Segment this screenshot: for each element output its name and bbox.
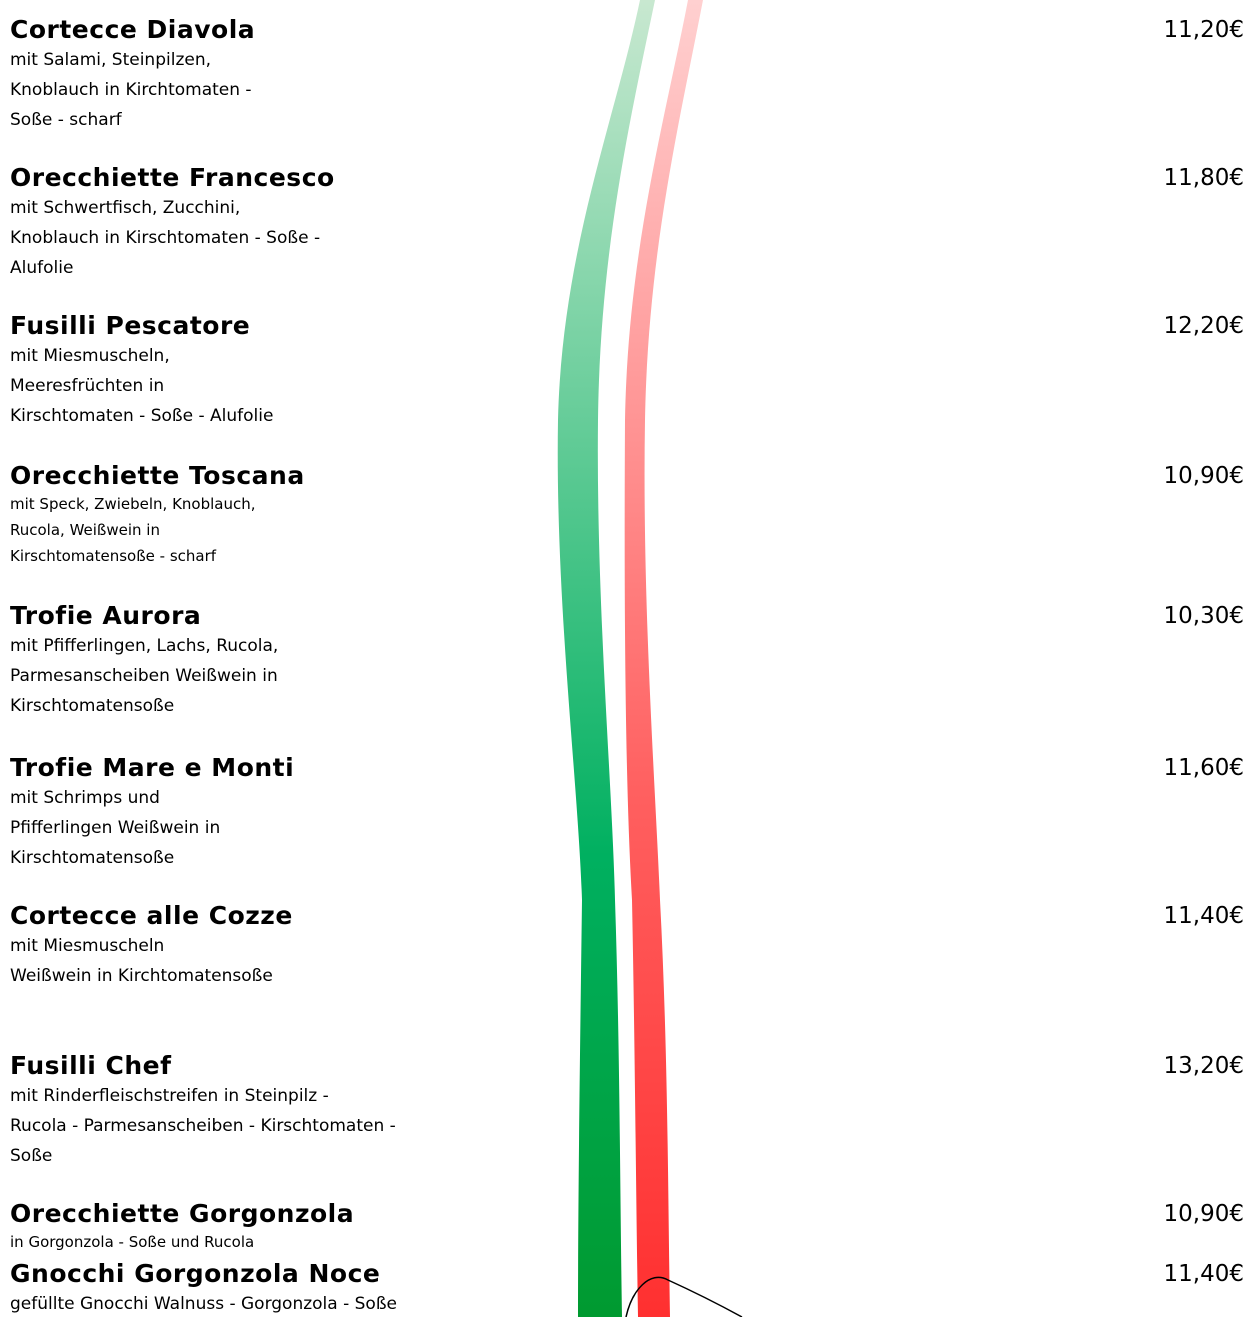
menu-page: {"items": [ {"name": "Cortecce Diavola",… (0, 0, 1252, 1317)
description-line: Meeresfrüchten in (10, 371, 1244, 401)
description-line: Alufolie (10, 253, 1244, 283)
dish-price: 11,60€ (1164, 753, 1244, 783)
description-line: Kirschtomatensoße (10, 691, 1244, 721)
description-line: Rucola - Parmesanscheiben - Kirschtomate… (10, 1111, 1244, 1141)
description-line: Kirschtomatensoße (10, 843, 1244, 873)
description-line: Pfifferlingen Weißwein in (10, 813, 1244, 843)
dish-price: 10,90€ (1164, 1199, 1244, 1229)
dish-name: Orecchiette Gorgonzola (10, 1199, 1244, 1229)
dish-price: 10,90€ (1164, 461, 1244, 491)
dish-name: Fusilli Chef (10, 1051, 1244, 1081)
description-line: Kirschtomaten - Soße - Alufolie (10, 401, 1244, 431)
description-line: Knoblauch in Kirchtomaten - (10, 75, 1244, 105)
dish-price: 11,80€ (1164, 163, 1244, 193)
dish-name: Trofie Mare e Monti (10, 753, 1244, 783)
description-line: Knoblauch in Kirschtomaten - Soße - (10, 223, 1244, 253)
dish-description: mit Salami, Steinpilzen,Knoblauch in Kir… (10, 45, 1244, 135)
dish-name: Cortecce alle Cozze (10, 901, 1244, 931)
dish-description: mit Rinderfleischstreifen in Steinpilz -… (10, 1081, 1244, 1171)
description-line: Weißwein in Kirchtomatensoße (10, 961, 1244, 991)
description-line: Kirschtomatensoße - scharf (10, 543, 1244, 569)
description-line: mit Schrimps und (10, 783, 1244, 813)
dish-description: mit Speck, Zwiebeln, Knoblauch,Rucola, W… (10, 491, 1244, 569)
dish-description: in Gorgonzola - Soße und Rucola (10, 1229, 1244, 1255)
dish-price: 12,20€ (1164, 311, 1244, 341)
description-line: mit Salami, Steinpilzen, (10, 45, 1244, 75)
dish-name: Trofie Aurora (10, 601, 1244, 631)
dish-price: 10,30€ (1164, 601, 1244, 631)
dish-price: 11,40€ (1164, 901, 1244, 931)
description-line: mit Pfifferlingen, Lachs, Rucola, (10, 631, 1244, 661)
dish-name: Orecchiette Toscana (10, 461, 1244, 491)
description-line: mit Schwertfisch, Zucchini, (10, 193, 1244, 223)
dish-price: 11,20€ (1164, 15, 1244, 45)
dish-name: Gnocchi Gorgonzola Noce (10, 1259, 1244, 1289)
description-line: Rucola, Weißwein in (10, 517, 1244, 543)
dish-name: Cortecce Diavola (10, 15, 1244, 45)
description-line: Parmesanscheiben Weißwein in (10, 661, 1244, 691)
description-line: Soße - scharf (10, 105, 1244, 135)
dish-name: Orecchiette Francesco (10, 163, 1244, 193)
description-line: mit Speck, Zwiebeln, Knoblauch, (10, 491, 1244, 517)
description-line: mit Rinderfleischstreifen in Steinpilz - (10, 1081, 1244, 1111)
description-line: Soße (10, 1141, 1244, 1171)
dish-name: Fusilli Pescatore (10, 311, 1244, 341)
dish-price: 11,40€ (1164, 1259, 1244, 1289)
description-line: in Gorgonzola - Soße und Rucola (10, 1229, 1244, 1255)
description-line: gefüllte Gnocchi Walnuss - Gorgonzola - … (10, 1289, 1244, 1319)
dish-description: mit Pfifferlingen, Lachs, Rucola,Parmesa… (10, 631, 1244, 721)
dish-description: mit Schwertfisch, Zucchini,Knoblauch in … (10, 193, 1244, 283)
dish-price: 13,20€ (1164, 1051, 1244, 1081)
description-line: mit Miesmuscheln, (10, 341, 1244, 371)
dish-description: gefüllte Gnocchi Walnuss - Gorgonzola - … (10, 1289, 1244, 1319)
description-line: mit Miesmuscheln (10, 931, 1244, 961)
